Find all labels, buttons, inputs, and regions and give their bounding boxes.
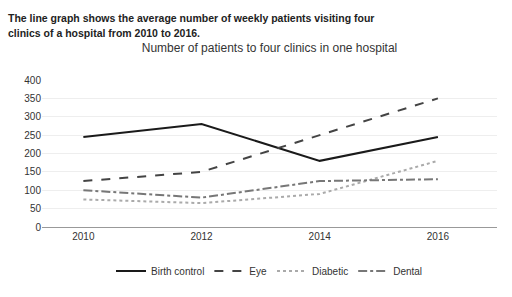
svg-text:Dental: Dental — [393, 266, 422, 277]
svg-text:Number of patients to four cli: Number of patients to four clinics in on… — [142, 41, 397, 55]
svg-text:50: 50 — [30, 203, 42, 214]
svg-text:150: 150 — [24, 166, 41, 177]
svg-text:250: 250 — [24, 130, 41, 141]
svg-text:2016: 2016 — [427, 231, 450, 242]
svg-text:400: 400 — [24, 75, 41, 86]
svg-text:2010: 2010 — [72, 231, 95, 242]
svg-text:100: 100 — [24, 185, 41, 196]
svg-text:Eye: Eye — [249, 266, 267, 277]
svg-text:clinics of a hospital from 201: clinics of a hospital from 2010 to 2016. — [8, 27, 200, 39]
svg-text:350: 350 — [24, 93, 41, 104]
svg-text:200: 200 — [24, 148, 41, 159]
svg-text:Diabetic: Diabetic — [312, 266, 348, 277]
svg-text:0: 0 — [35, 222, 41, 233]
svg-text:Birth control: Birth control — [151, 266, 204, 277]
svg-text:300: 300 — [24, 111, 41, 122]
svg-text:The line graph shows the avera: The line graph shows the average number … — [8, 12, 374, 24]
svg-text:2014: 2014 — [309, 231, 332, 242]
svg-text:2012: 2012 — [190, 231, 213, 242]
